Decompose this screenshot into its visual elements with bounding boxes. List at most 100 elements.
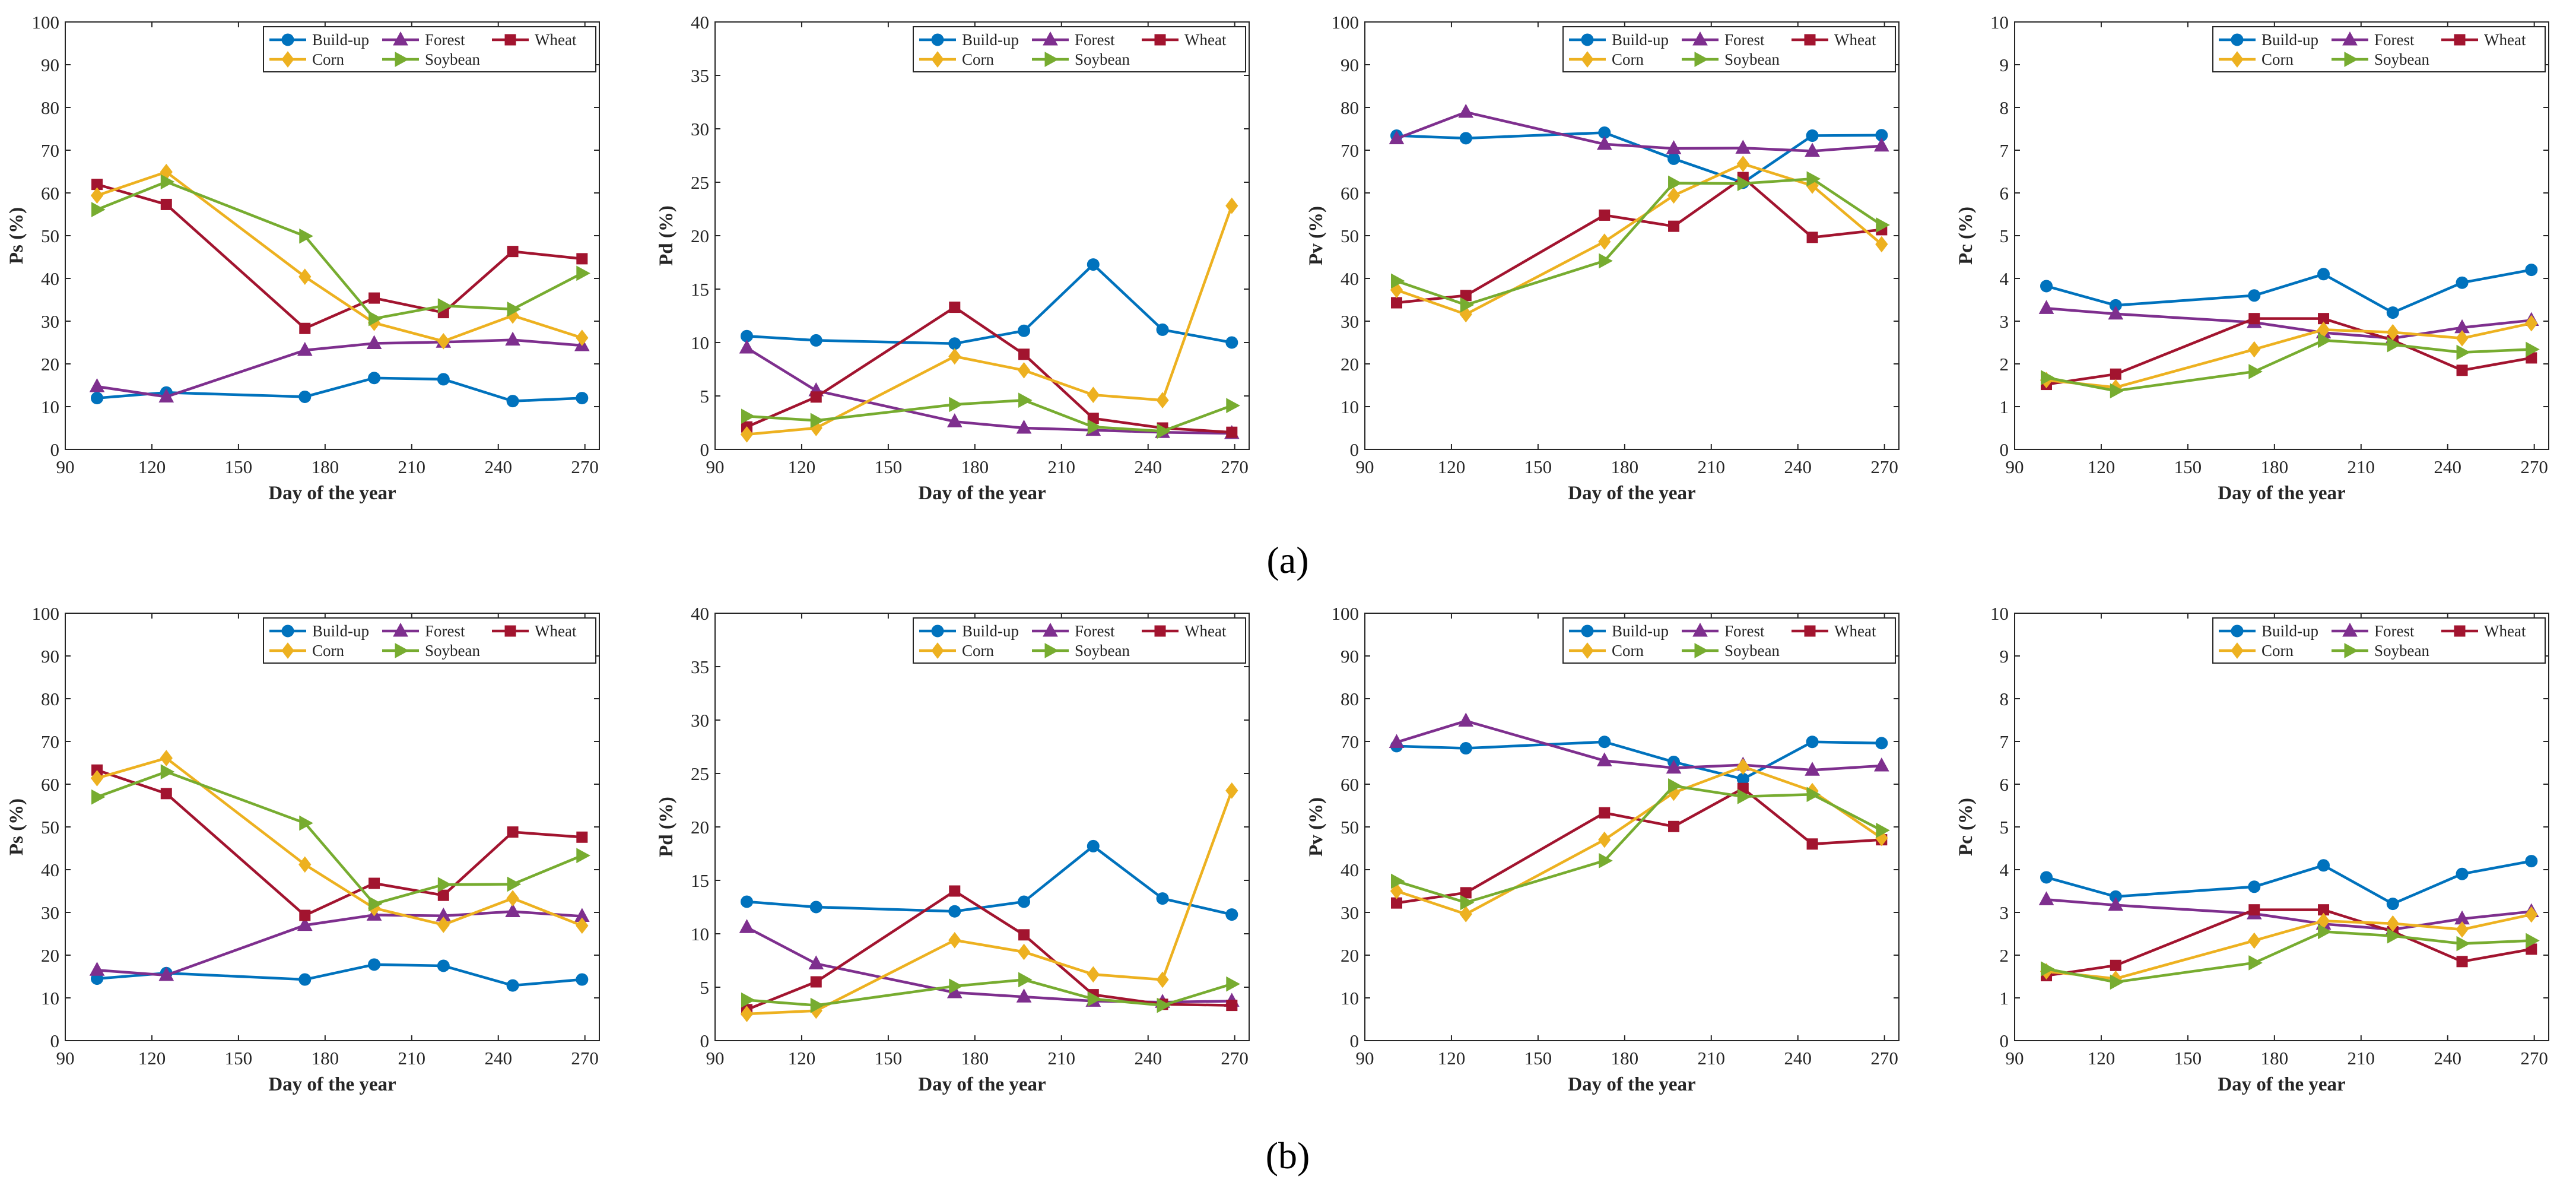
plot-area	[65, 613, 600, 1041]
data-point-soybean	[576, 848, 590, 864]
x-tick-label: 120	[1438, 1048, 1466, 1069]
x-tick-label: 210	[2348, 456, 2375, 477]
legend-marker-build-up	[1581, 624, 1594, 638]
y-tick-label: 90	[41, 646, 59, 667]
data-point-wheat	[1599, 807, 1611, 819]
x-tick-label: 240	[484, 1048, 512, 1069]
data-point-forest	[1873, 137, 1889, 152]
data-point-soybean	[741, 992, 755, 1008]
y-tick-label: 50	[41, 817, 59, 838]
x-tick-label: 150	[875, 1048, 903, 1069]
legend-marker-wheat	[1804, 34, 1816, 46]
y-tick-label: 50	[41, 226, 59, 246]
data-point-build-up	[2040, 871, 2053, 884]
legend-marker-wheat	[504, 625, 516, 637]
legend-label-corn: Corn	[1612, 50, 1644, 68]
y-tick-label: 6	[2000, 183, 2009, 204]
legend-marker-build-up	[281, 624, 294, 638]
data-point-corn	[948, 348, 961, 365]
y-tick-label: 60	[1341, 183, 1359, 204]
y-tick-label: 0	[1350, 439, 1360, 460]
data-point-wheat	[1668, 820, 1680, 832]
data-point-forest	[1666, 759, 1682, 774]
data-point-forest	[158, 966, 174, 981]
legend-label-corn: Corn	[2261, 642, 2294, 660]
data-point-corn	[437, 917, 450, 933]
x-tick-label: 210	[1048, 456, 1076, 477]
legend-label-build-up: Build-up	[2261, 622, 2318, 640]
legend-marker-forest	[1692, 622, 1708, 637]
data-point-forest	[2108, 896, 2124, 911]
x-tick-label: 90	[56, 1048, 75, 1069]
y-tick-label: 60	[41, 774, 59, 795]
y-tick-label: 100	[1332, 12, 1360, 33]
y-tick-label: 20	[691, 226, 709, 246]
data-point-corn	[90, 770, 104, 787]
legend-label-corn: Corn	[312, 50, 345, 68]
legend-label-wheat: Wheat	[1834, 31, 1876, 49]
legend-label-build-up: Build-up	[2261, 31, 2318, 49]
series-line-forest	[97, 910, 582, 977]
data-point-forest	[2038, 891, 2054, 905]
legend-box	[913, 617, 1246, 664]
x-tick-label: 120	[788, 456, 816, 477]
data-point-soybean	[1806, 787, 1821, 803]
y-tick-label: 0	[700, 439, 710, 460]
y-tick-label: 25	[691, 172, 709, 193]
data-point-wheat	[299, 909, 311, 921]
y-tick-label: 10	[1990, 603, 2009, 624]
y-tick-label: 90	[1341, 55, 1359, 75]
series-forest	[89, 331, 590, 402]
data-point-corn	[1017, 943, 1031, 960]
y-tick-label: 50	[1341, 226, 1359, 246]
data-point-corn	[2525, 315, 2538, 332]
x-tick-label: 210	[398, 456, 426, 477]
y-tick-label: 100	[32, 12, 60, 33]
data-point-wheat	[437, 889, 449, 901]
data-point-wheat	[507, 826, 519, 838]
y-tick-label: 7	[2000, 731, 2009, 752]
x-tick-label: 180	[961, 456, 989, 477]
data-point-corn	[1736, 758, 1749, 775]
y-tick-label: 25	[691, 763, 709, 784]
legend-label-build-up: Build-up	[1612, 622, 1669, 640]
y-tick-label: 10	[1990, 12, 2009, 33]
data-point-forest	[366, 335, 382, 349]
y-tick-label: 30	[41, 902, 59, 923]
y-tick-label: 20	[691, 817, 709, 838]
legend-marker-corn	[281, 51, 294, 68]
y-axis-label: Pv (%)	[1306, 206, 1327, 265]
data-point-forest	[1666, 140, 1682, 154]
data-point-soybean	[1599, 253, 1613, 269]
y-tick-label: 20	[1341, 945, 1359, 966]
legend-label-forest: Forest	[2374, 622, 2415, 640]
x-tick-label: 270	[1870, 1048, 1898, 1069]
data-point-build-up	[2525, 264, 2538, 277]
y-axis-label: Pc (%)	[1955, 798, 1977, 856]
legend-marker-soybean	[395, 643, 409, 658]
y-tick-label: 6	[2000, 774, 2009, 795]
x-tick-label: 270	[1870, 456, 1898, 477]
legend-label-corn: Corn	[962, 50, 995, 68]
legend: Build-up Forest Wheat Corn Soybean	[1562, 26, 1896, 72]
data-point-corn	[2386, 324, 2399, 341]
y-tick-label: 70	[1341, 731, 1359, 752]
data-point-corn	[1598, 233, 1611, 250]
y-axis-label: Pd (%)	[656, 797, 677, 857]
data-point-soybean	[160, 174, 175, 190]
data-point-forest	[1458, 103, 1474, 118]
legend-marker-soybean	[1694, 52, 1709, 67]
legend-marker-soybean	[1044, 643, 1059, 658]
data-point-forest	[505, 331, 520, 346]
data-point-soybean	[2110, 383, 2124, 399]
x-tick-label: 180	[2261, 456, 2289, 477]
series-soybean	[741, 392, 1240, 439]
y-tick-label: 4	[2000, 268, 2009, 289]
data-point-soybean	[2456, 936, 2471, 952]
data-point-corn	[2386, 915, 2399, 932]
data-point-build-up	[506, 979, 519, 992]
y-tick-label: 10	[1341, 397, 1359, 417]
x-tick-label: 180	[2261, 1048, 2289, 1069]
row-label-b: (b)	[1266, 1134, 1310, 1177]
data-point-build-up	[809, 901, 822, 914]
